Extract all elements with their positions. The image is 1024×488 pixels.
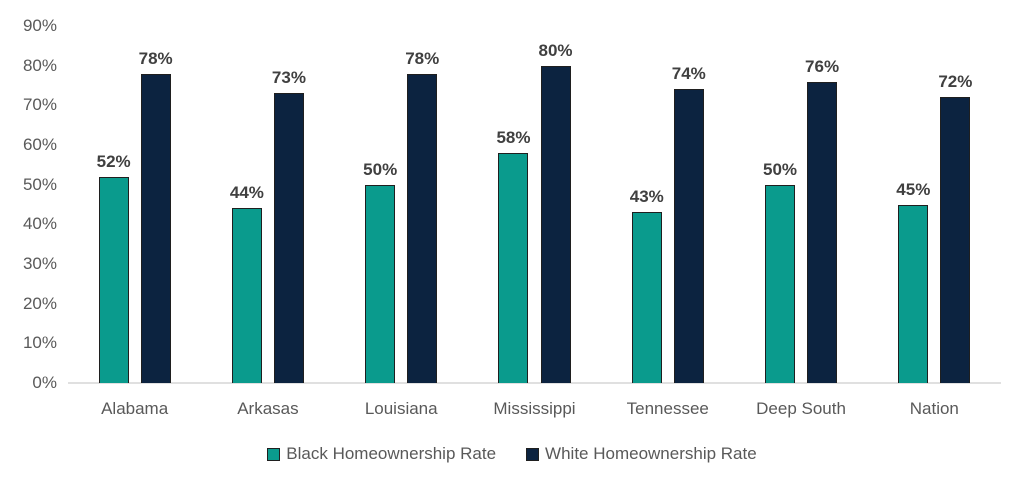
y-tick-label: 20% xyxy=(22,293,57,313)
x-axis-label-nation: Nation xyxy=(909,399,959,418)
bar xyxy=(140,73,171,383)
legend-label: White Homeownership Rate xyxy=(545,444,757,463)
bar-wrap: 58% xyxy=(496,128,530,383)
bar-wrap: 45% xyxy=(896,179,931,383)
bar xyxy=(498,152,529,383)
bar-group-deep-south: 50% 76% xyxy=(734,26,867,383)
y-tick-label: 70% xyxy=(22,95,57,115)
bar-value-label: 58% xyxy=(496,127,531,147)
y-tick-label: 0% xyxy=(32,373,57,392)
y-tick-label: 10% xyxy=(22,333,57,353)
bar-wrap: 50% xyxy=(763,160,797,383)
legend-item-black-homeownership-rate: Black Homeownership Rate xyxy=(267,444,496,464)
bar-value-label: 72% xyxy=(938,72,973,92)
y-tick-label: 80% xyxy=(22,55,57,75)
bar-value-label: 80% xyxy=(538,40,573,60)
bar-group-arkasas: 44% 73% xyxy=(201,26,334,383)
x-axis-label-alabama: Alabama xyxy=(101,399,169,418)
bar xyxy=(940,97,971,383)
y-tick-label: 40% xyxy=(22,214,57,234)
plot-area: 52% 78% 44% 73% 50% 78% 58% 80% 43% 74% 50% 76% 45% 7… xyxy=(68,26,1001,383)
bar-wrap: 80% xyxy=(538,40,573,383)
bar xyxy=(231,208,262,383)
bar-wrap: 78% xyxy=(405,49,439,383)
bar-group-mississippi: 58% 80% xyxy=(468,26,601,383)
bar-group-alabama: 52% 78% xyxy=(68,26,201,383)
y-tick-label: 50% xyxy=(22,174,57,194)
bar-value-label: 50% xyxy=(763,159,798,179)
bar-value-label: 76% xyxy=(805,56,840,76)
bar xyxy=(673,89,704,383)
bar-wrap: 76% xyxy=(805,57,839,383)
bar xyxy=(540,65,571,383)
bar-wrap: 78% xyxy=(139,49,173,383)
bar-value-label: 78% xyxy=(405,48,440,68)
y-tick-label: 90% xyxy=(22,16,57,35)
bar-wrap: 72% xyxy=(938,72,972,383)
bar xyxy=(898,204,929,383)
bar xyxy=(365,184,396,383)
x-axis-label-arkasas: Arkasas xyxy=(237,399,299,418)
x-axis: Alabama Arkasas Louisiana Mississippi Tennes… xyxy=(68,398,1001,420)
bar-wrap: 50% xyxy=(363,160,397,383)
bar xyxy=(807,81,838,383)
y-tick-label: 60% xyxy=(22,135,57,154)
bar-value-label: 73% xyxy=(271,68,306,88)
bar-wrap: 73% xyxy=(272,68,306,383)
legend-item-white-homeownership-rate: White Homeownership Rate xyxy=(526,444,757,464)
bar-group-louisiana: 50% 78% xyxy=(335,26,468,383)
legend-swatch-icon xyxy=(267,447,281,461)
bar xyxy=(765,184,796,383)
bar-wrap: 43% xyxy=(630,187,664,383)
bar-wrap: 44% xyxy=(230,183,264,383)
legend: Black Homeownership Rate White Homeowners… xyxy=(0,444,1024,464)
bar-value-label: 50% xyxy=(363,159,398,179)
bar-group-nation: 45% 72% xyxy=(868,26,1001,383)
bar-value-label: 43% xyxy=(629,187,664,207)
bar-value-label: 45% xyxy=(896,179,931,199)
bar-value-label: 52% xyxy=(96,151,131,171)
bar xyxy=(631,212,662,383)
x-axis-label-deep-south: Deep South xyxy=(756,399,846,418)
legend-label: Black Homeownership Rate xyxy=(286,444,497,463)
bar-group-tennessee: 43% 74% xyxy=(601,26,734,383)
bar xyxy=(273,93,304,383)
bar xyxy=(98,176,129,383)
x-axis-label-louisiana: Louisiana xyxy=(364,399,438,418)
bar xyxy=(407,73,438,383)
x-axis-label-mississippi: Mississippi xyxy=(493,399,576,418)
bar-value-label: 78% xyxy=(138,48,173,68)
legend-swatch-icon xyxy=(526,447,540,461)
bar-value-label: 74% xyxy=(671,64,706,84)
bar-wrap: 74% xyxy=(672,64,706,383)
bar-wrap: 52% xyxy=(97,152,131,383)
y-axis: 0% 10% 20% 30% 40% 50% 60% 70% 80% 90% xyxy=(8,0,57,400)
bar-value-label: 44% xyxy=(229,183,264,203)
x-axis-line xyxy=(68,382,1001,384)
y-tick-label: 30% xyxy=(22,254,57,273)
x-axis-label-tennessee: Tennessee xyxy=(626,399,709,418)
